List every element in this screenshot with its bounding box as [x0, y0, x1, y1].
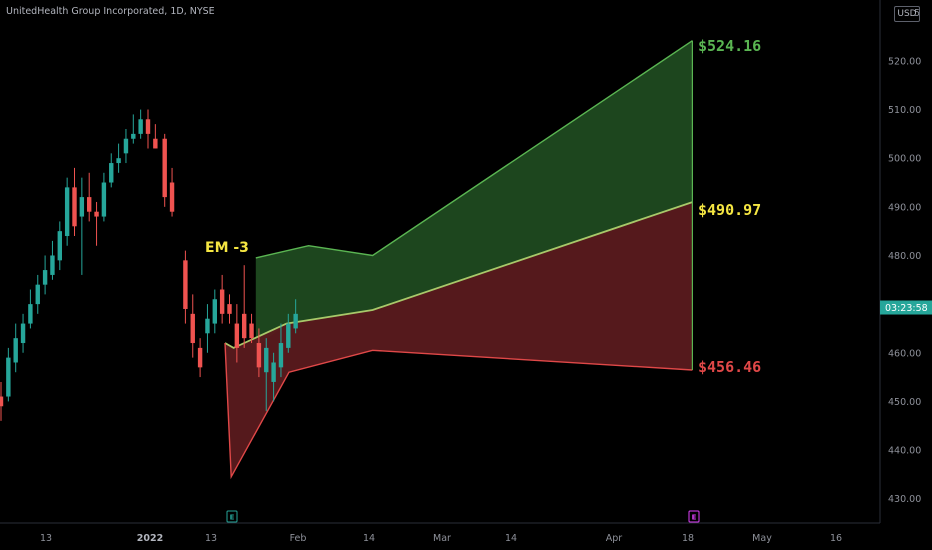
price-tick-top: 5: [914, 8, 920, 19]
time-tick: 13: [205, 533, 217, 544]
em-label: EM -3: [205, 240, 249, 256]
candle-body: [79, 197, 85, 217]
candle-body: [64, 187, 70, 237]
time-tick: 14: [505, 533, 517, 544]
price-axis: 430.00440.00450.00460.00470.00480.00490.…: [879, 0, 932, 523]
candle-body: [249, 323, 254, 339]
candle-body: [197, 347, 203, 368]
candle-body: [190, 313, 195, 344]
time-tick: 2022: [137, 533, 163, 544]
price-tick: 460.00: [888, 348, 921, 359]
candle-body: [234, 323, 240, 348]
price-tick: 450.00: [888, 397, 921, 408]
price-tick: 510.00: [888, 105, 921, 116]
earnings-marker-label: E: [692, 514, 697, 522]
candle-body: [0, 396, 4, 407]
current-price-tag: [880, 300, 932, 315]
price-tick: 490.00: [888, 202, 921, 213]
candle-body: [72, 187, 77, 227]
earnings-marker: [688, 510, 700, 523]
chart-annotations: EM -3 $524.16 $490.97 $456.46: [205, 37, 761, 376]
candle-body: [162, 138, 167, 198]
candle-body: [205, 318, 210, 334]
candle-body: [219, 289, 225, 314]
earnings-marker: [226, 510, 238, 523]
candle-body: [13, 338, 18, 363]
price-tick: 480.00: [888, 251, 921, 262]
candle-body: [131, 133, 136, 139]
candle-body: [169, 182, 175, 212]
price-level-label: $456.46: [698, 358, 761, 376]
upper-band-fill: [255, 40, 693, 348]
candle-body: [264, 347, 269, 373]
earnings-marker-label: E: [230, 514, 235, 522]
time-tick: May: [752, 533, 772, 544]
candle-body: [212, 299, 217, 324]
candle-body: [278, 343, 284, 368]
candle-body: [286, 323, 291, 348]
currency-button[interactable]: USD: [894, 6, 920, 22]
time-tick: 14: [363, 533, 375, 544]
price-tick: 430.00: [888, 494, 921, 505]
candle-body: [101, 182, 107, 217]
time-tick: 16: [830, 533, 842, 544]
time-tick: Apr: [606, 533, 623, 544]
price-level-label: $524.16: [698, 37, 761, 55]
candle-body: [87, 197, 92, 212]
candle-body: [256, 343, 262, 368]
candle-body: [109, 163, 114, 183]
candle-body: [116, 158, 121, 164]
symbol-title: UnitedHealth Group Incorporated, 1D, NYS…: [6, 6, 215, 17]
time-tick: Mar: [433, 533, 451, 544]
candle-body: [20, 323, 26, 344]
candle-body: [35, 284, 40, 305]
candle-body: [94, 211, 99, 217]
lower-band-fill: [225, 202, 693, 477]
candlesticks: [0, 109, 298, 421]
candle-body: [123, 138, 129, 154]
time-tick: Feb: [290, 533, 307, 544]
price-tick: 520.00: [888, 56, 921, 67]
time-tick: 13: [40, 533, 52, 544]
time-axis: 13 2022 13 Feb 14 Mar 14 Apr 18 May 16: [0, 522, 880, 544]
candle-body: [145, 119, 151, 134]
candle-body: [183, 260, 188, 309]
price-tick: 440.00: [888, 446, 921, 457]
candle-body: [50, 255, 55, 275]
candle-body: [242, 313, 247, 339]
time-tick: 18: [682, 533, 694, 544]
candle-body: [57, 231, 62, 261]
candle-body: [42, 270, 48, 285]
price-level-label: $490.97: [698, 201, 761, 219]
lower-band-line: [224, 342, 693, 480]
price-tick: 500.00: [888, 154, 921, 165]
candle-body: [271, 362, 276, 382]
candle-body: [6, 357, 11, 397]
candle-body: [153, 138, 158, 149]
upper-band-line: [255, 40, 693, 259]
candle-body: [227, 304, 232, 314]
current-price-tag-text: 03:23:58: [885, 303, 928, 314]
candle-body: [293, 313, 298, 329]
candle-body: [28, 304, 33, 324]
expected-move-bands: [224, 40, 694, 480]
candle-body: [138, 119, 143, 134]
